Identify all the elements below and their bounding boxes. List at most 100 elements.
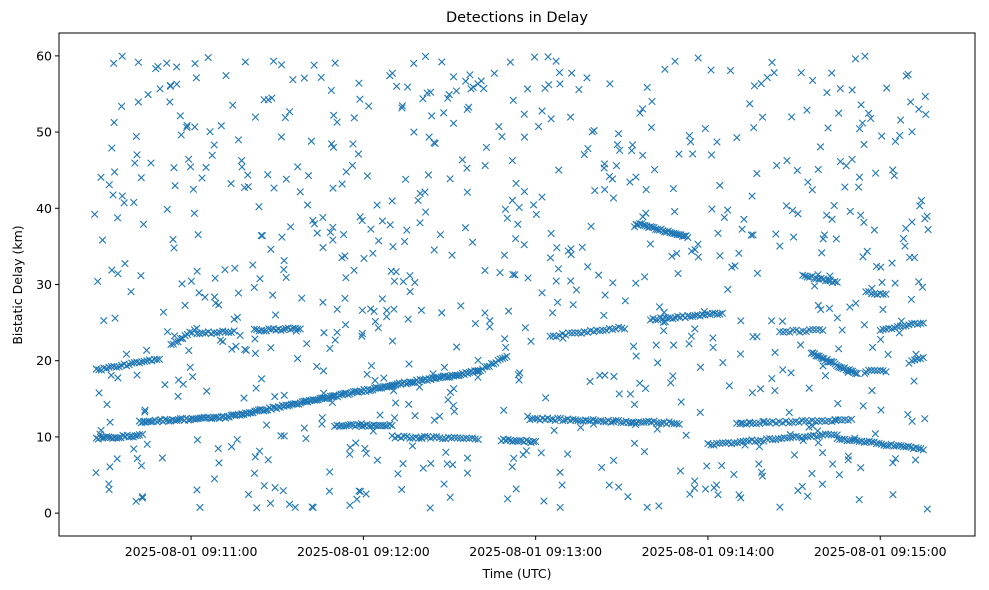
track-point [809, 325, 817, 334]
data-point [857, 463, 865, 472]
track-point [186, 328, 194, 336]
data-point [691, 246, 699, 254]
track-point [754, 437, 762, 445]
track-point [862, 288, 870, 296]
data-point [594, 271, 603, 279]
data-point [363, 370, 371, 379]
data-point [251, 335, 259, 343]
data-point [891, 279, 899, 287]
data-point [782, 202, 791, 210]
data-point [864, 109, 873, 118]
data-point [572, 286, 581, 294]
y-tick-label: 0 [44, 506, 52, 521]
data-point [816, 143, 825, 151]
data-point [547, 229, 555, 238]
data-point [345, 450, 354, 458]
data-point [211, 274, 219, 282]
data-point [550, 426, 558, 435]
data-point [108, 266, 116, 274]
data-point [236, 331, 244, 340]
data-point [198, 174, 206, 182]
data-point [671, 57, 679, 65]
data-point [134, 58, 143, 66]
track-point [799, 271, 807, 279]
data-point [520, 241, 528, 249]
data-point [696, 408, 704, 417]
data-point [132, 132, 141, 141]
data-point [733, 133, 741, 142]
track-point [707, 441, 715, 449]
data-point [902, 72, 910, 80]
data-point [452, 343, 461, 351]
data-point [244, 171, 252, 179]
data-point [352, 439, 360, 447]
data-point [710, 484, 718, 492]
data-point [817, 305, 825, 314]
data-point [694, 54, 702, 62]
data-point [503, 214, 512, 222]
data-point [832, 235, 840, 243]
y-tick-label: 30 [36, 277, 52, 292]
data-point [277, 61, 286, 69]
track-point [213, 329, 221, 337]
data-point [230, 315, 238, 323]
data-point [333, 328, 341, 337]
data-point [383, 313, 391, 321]
data-point [461, 224, 470, 232]
data-point [250, 283, 259, 292]
data-point [922, 110, 930, 119]
data-point [479, 84, 488, 93]
data-point [399, 460, 407, 468]
data-point [690, 484, 699, 492]
data-point [438, 58, 446, 66]
data-point [210, 293, 219, 301]
data-point [776, 503, 784, 511]
data-point [348, 161, 357, 170]
data-point [363, 172, 372, 180]
track-point [221, 328, 230, 336]
data-point [606, 80, 614, 88]
data-point [307, 137, 316, 145]
data-point [271, 483, 279, 492]
data-point [674, 269, 682, 278]
track-point [153, 355, 161, 364]
data-point [329, 184, 337, 192]
data-point [366, 305, 375, 313]
data-point [546, 254, 555, 262]
data-point [222, 71, 230, 80]
data-point [452, 87, 461, 95]
track-point [684, 233, 692, 242]
data-point [768, 58, 776, 67]
data-point [748, 192, 756, 200]
data-point [615, 390, 623, 398]
data-point [646, 240, 655, 248]
data-point [600, 185, 609, 194]
data-point [601, 291, 609, 299]
data-point [621, 325, 629, 333]
data-point [515, 369, 524, 377]
data-point [430, 416, 439, 424]
data-point [534, 122, 543, 131]
data-point [723, 206, 732, 214]
data-point [540, 497, 548, 505]
data-point [669, 372, 677, 380]
data-point [600, 311, 608, 320]
data-point [703, 462, 711, 470]
data-point [298, 294, 306, 302]
data-point [212, 299, 220, 307]
track-point [565, 329, 573, 337]
data-point [899, 234, 908, 243]
track-point [762, 418, 770, 427]
data-point [797, 68, 805, 77]
data-point [504, 307, 513, 315]
data-point [553, 298, 562, 307]
data-point [825, 304, 834, 313]
data-point [417, 306, 426, 315]
plot-marks [90, 52, 932, 513]
data-point [605, 481, 613, 489]
track-point [828, 357, 836, 366]
data-point [767, 317, 776, 325]
data-point [842, 162, 850, 170]
data-point [383, 306, 391, 315]
track-point [230, 327, 238, 335]
